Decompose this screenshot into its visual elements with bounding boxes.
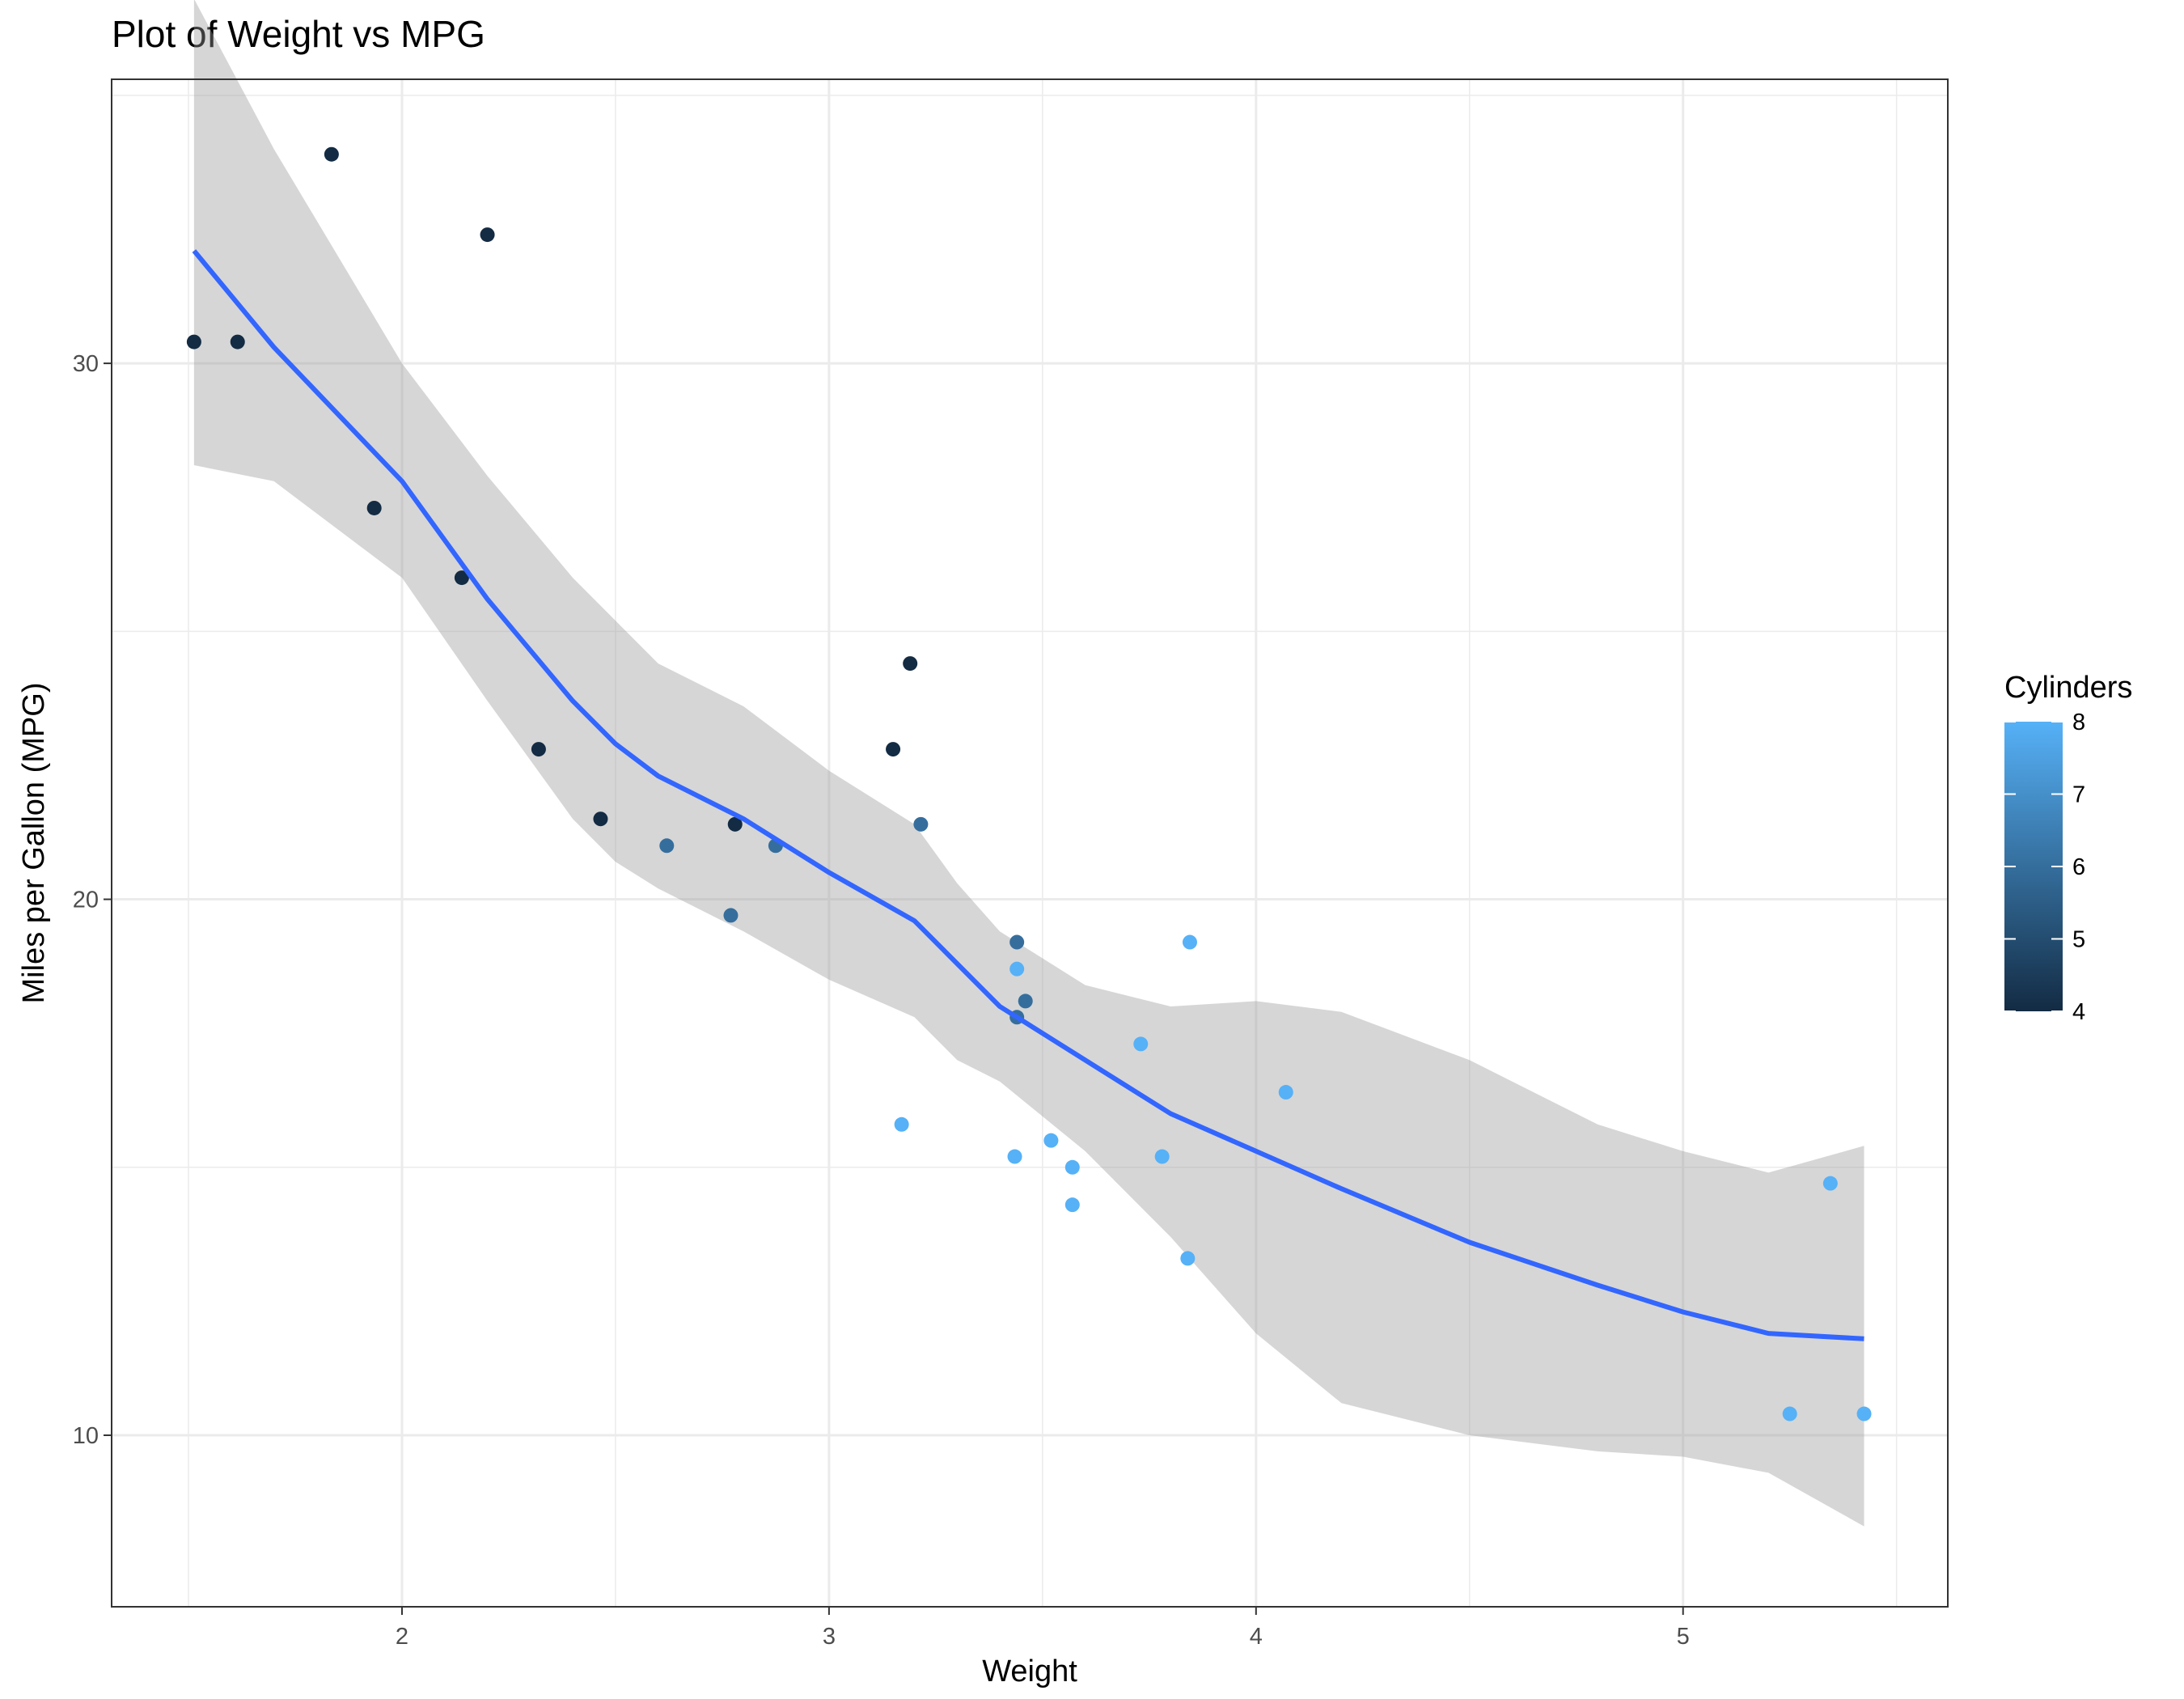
- legend-tick-label: 8: [2072, 710, 2085, 735]
- data-point: [186, 334, 201, 350]
- y-tick-label: 30: [73, 351, 99, 377]
- x-axis: 2 3 4 5: [396, 1607, 1690, 1650]
- data-point: [1822, 1176, 1838, 1191]
- legend-tick-label: 6: [2072, 854, 2085, 880]
- y-axis: 10 20 30: [73, 351, 112, 1449]
- data-points: [186, 146, 1872, 1421]
- plot-panel-border: [111, 78, 1949, 1608]
- x-tick-label: 5: [1677, 1624, 1690, 1650]
- grid-lines: [112, 79, 1948, 1607]
- data-point: [886, 742, 901, 757]
- plot-panel-background: [112, 79, 1948, 1607]
- data-point: [1180, 1251, 1196, 1266]
- data-point: [1782, 1406, 1797, 1421]
- data-point: [894, 1116, 909, 1132]
- data-point: [1278, 1085, 1293, 1100]
- confidence-band: [193, 0, 1864, 1527]
- y-tick-label: 20: [73, 888, 99, 913]
- legend-tick-label: 5: [2072, 927, 2085, 953]
- data-point: [1043, 1133, 1059, 1148]
- x-axis-title: Weight: [982, 1655, 1077, 1688]
- data-point: [1018, 994, 1033, 1009]
- data-point: [1007, 1149, 1022, 1164]
- legend-ticks: 4 5 6 7 8: [2004, 710, 2085, 1025]
- x-tick-label: 3: [823, 1624, 836, 1650]
- y-tick-label: 10: [73, 1423, 99, 1449]
- x-tick-label: 4: [1250, 1624, 1263, 1650]
- data-point: [593, 811, 608, 827]
- data-point: [324, 146, 339, 162]
- data-point: [723, 908, 739, 923]
- y-axis-title: Miles per Gallon (MPG): [17, 683, 51, 1004]
- data-point: [903, 656, 918, 672]
- data-point: [659, 838, 675, 854]
- data-point: [366, 500, 382, 515]
- data-point: [1009, 934, 1025, 950]
- legend-title: Cylinders: [2004, 671, 2132, 705]
- legend: Cylinders 4 5 6 7 8: [2004, 671, 2132, 1025]
- x-tick-label: 2: [396, 1624, 408, 1650]
- data-point: [1133, 1036, 1149, 1052]
- data-point: [531, 742, 546, 757]
- data-point: [1064, 1159, 1080, 1175]
- smooth-trend-line: [192, 249, 1864, 1341]
- legend-tick-label: 7: [2072, 782, 2085, 808]
- data-point: [727, 816, 743, 832]
- data-point: [1154, 1149, 1170, 1164]
- data-point: [913, 816, 929, 832]
- data-point: [230, 334, 245, 350]
- legend-tick-label: 4: [2072, 999, 2085, 1025]
- chart-title: Plot of Weight vs MPG: [112, 13, 485, 55]
- data-point: [1856, 1406, 1872, 1421]
- data-point: [1182, 934, 1197, 950]
- data-point: [454, 570, 469, 586]
- data-point: [1009, 961, 1025, 977]
- data-point: [1064, 1197, 1080, 1213]
- data-point: [480, 227, 495, 243]
